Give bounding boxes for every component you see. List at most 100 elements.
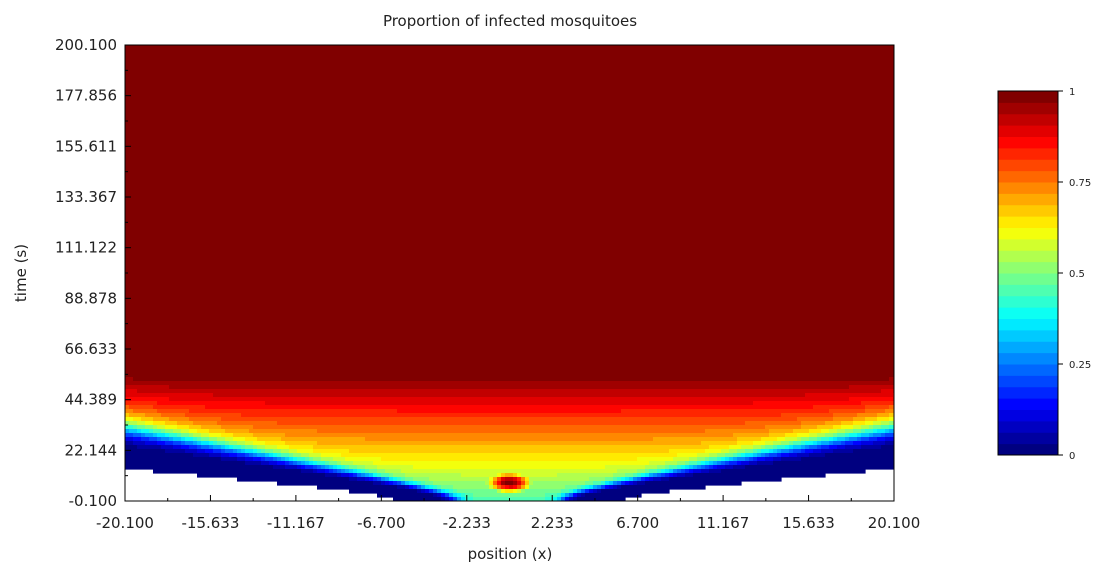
- heatmap-cell: [601, 481, 606, 486]
- heatmap-cell: [773, 449, 778, 454]
- heatmap-cell: [185, 441, 194, 446]
- heatmap-cell: [125, 225, 894, 230]
- heatmap-cell: [865, 409, 886, 414]
- heatmap-cell: [641, 473, 646, 478]
- heatmap-cell: [757, 453, 762, 458]
- heatmap-cell: [457, 489, 498, 494]
- colorbar-level: [998, 409, 1058, 422]
- heatmap-cell: [289, 449, 298, 454]
- heatmap-cell: [645, 465, 658, 470]
- heatmap-cell: [393, 473, 406, 478]
- heatmap-cell: [285, 433, 734, 438]
- heatmap-cell: [625, 473, 634, 478]
- heatmap-cell: [829, 429, 838, 434]
- heatmap-cell: [517, 473, 522, 478]
- heatmap-cell: [753, 449, 758, 454]
- heatmap-cell: [633, 481, 638, 486]
- heatmap-cell: [209, 441, 214, 446]
- y-tick-label: 133.367: [55, 188, 117, 206]
- heatmap-cell: [125, 305, 894, 310]
- heatmap-cell: [585, 493, 642, 498]
- heatmap-cell: [749, 457, 754, 462]
- heatmap-cell: [853, 421, 866, 426]
- heatmap-cell: [845, 429, 854, 434]
- heatmap-cell: [637, 477, 642, 482]
- heatmap-cell: [313, 465, 318, 470]
- heatmap-cell: [197, 441, 202, 446]
- heatmap-cell: [377, 469, 386, 474]
- heatmap-cell: [125, 401, 158, 406]
- heatmap-cell: [721, 449, 730, 454]
- heatmap-cell: [165, 425, 178, 430]
- heatmap-cell: [373, 481, 382, 486]
- heatmap-cell: [157, 401, 266, 406]
- heatmap-cell: [125, 53, 894, 58]
- heatmap-cell: [789, 445, 794, 450]
- heatmap-cell: [125, 389, 138, 394]
- heatmap-cell: [821, 445, 830, 450]
- heatmap-cell: [505, 473, 514, 478]
- heatmap-cell: [737, 441, 754, 446]
- heatmap-cell: [409, 481, 414, 486]
- heatmap-cell: [133, 425, 138, 430]
- heatmap-cell: [801, 445, 806, 450]
- heatmap-cell: [165, 429, 174, 434]
- heatmap-cell: [321, 453, 342, 458]
- heatmap-cell: [793, 445, 802, 450]
- heatmap-cell: [777, 449, 782, 454]
- heatmap-cell: [701, 461, 706, 466]
- heatmap-cell: [405, 485, 410, 490]
- heatmap-cell: [753, 401, 862, 406]
- heatmap-cell: [861, 429, 866, 434]
- heatmap-cell: [741, 445, 754, 450]
- heatmap-cell: [773, 441, 782, 446]
- heatmap-cell: [125, 189, 894, 194]
- heatmap-cell: [221, 457, 238, 462]
- heatmap-cell: [185, 437, 194, 442]
- heatmap-cell: [297, 457, 306, 462]
- heatmap-cell: [273, 453, 278, 458]
- heatmap-cell: [565, 493, 570, 498]
- heatmap-cell: [561, 489, 570, 494]
- heatmap-cell: [745, 421, 802, 426]
- heatmap-cell: [825, 453, 894, 458]
- colorbar-level: [998, 136, 1058, 149]
- heatmap-cell: [349, 449, 670, 454]
- heatmap-cell: [353, 461, 374, 466]
- heatmap-cell: [569, 489, 574, 494]
- heatmap-cell: [277, 421, 746, 426]
- heatmap-cell: [145, 421, 154, 426]
- heatmap-cell: [857, 437, 862, 442]
- heatmap-cell: [249, 429, 318, 434]
- heatmap-cell: [669, 449, 706, 454]
- heatmap-cell: [125, 185, 894, 190]
- heatmap-cell: [313, 469, 318, 474]
- heatmap-cell: [517, 485, 522, 490]
- heatmap-cell: [297, 461, 302, 466]
- heatmap-cell: [465, 497, 474, 501]
- colorbar-level: [998, 398, 1058, 410]
- heatmap-cell: [125, 329, 894, 334]
- heatmap-cell: [413, 465, 606, 470]
- heatmap-cell: [401, 477, 406, 482]
- heatmap-cell: [405, 481, 410, 486]
- heatmap-cell: [613, 473, 626, 478]
- heatmap-cell: [673, 469, 678, 474]
- colorbar-level: [998, 113, 1058, 126]
- heatmap-cell: [441, 485, 454, 490]
- heatmap-cell: [793, 449, 802, 454]
- heatmap-cell: [853, 441, 862, 446]
- colorbar-level: [998, 182, 1058, 194]
- heatmap-cell: [125, 45, 894, 50]
- heatmap-cell: [617, 485, 622, 490]
- heatmap-cell: [753, 457, 758, 462]
- heatmap-cell: [889, 413, 894, 418]
- heatmap-cell: [613, 485, 618, 490]
- heatmap-cell: [125, 341, 894, 346]
- heatmap-cell: [493, 477, 498, 482]
- heatmap-cell: [349, 473, 354, 478]
- heatmap-cell: [493, 485, 498, 490]
- heatmap-cell: [125, 393, 214, 398]
- heatmap-cell: [605, 477, 614, 482]
- heatmap-cell: [693, 465, 698, 470]
